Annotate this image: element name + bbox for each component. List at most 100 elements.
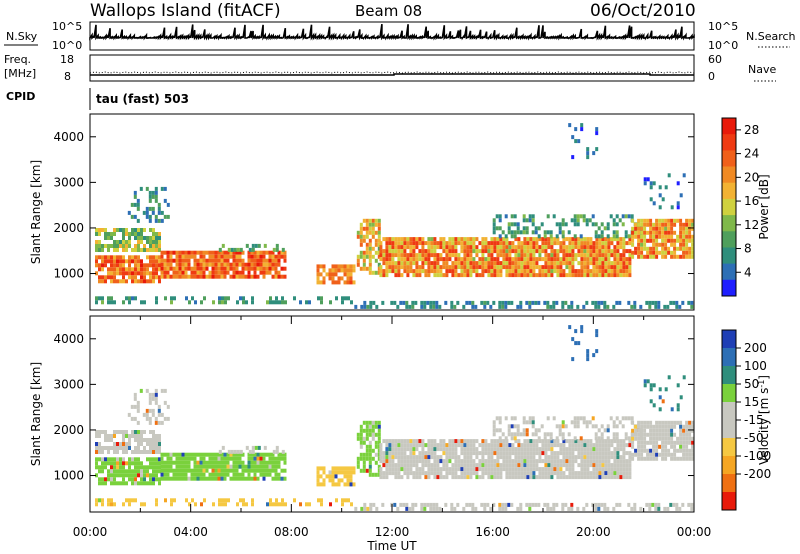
power-cell xyxy=(421,245,425,250)
velocity-cell xyxy=(654,502,658,507)
velocity-cell xyxy=(544,459,548,464)
velocity-cell xyxy=(657,506,661,511)
power-cell xyxy=(645,300,649,305)
power-cell xyxy=(658,226,662,231)
velocity-cell xyxy=(514,455,518,460)
power-cell xyxy=(609,214,613,219)
power-cell xyxy=(320,300,323,305)
power-cell xyxy=(149,244,152,248)
power-cell xyxy=(504,300,508,305)
power-cell xyxy=(499,249,503,254)
power-cell xyxy=(667,173,671,178)
velocity-cell xyxy=(649,383,653,388)
power-cell xyxy=(583,241,587,246)
power-cell xyxy=(244,266,248,271)
power-cell xyxy=(556,237,560,242)
power-cell xyxy=(661,197,665,202)
power-cell xyxy=(274,258,278,263)
power-cell xyxy=(341,300,344,305)
velocity-cell xyxy=(427,455,431,460)
power-cell xyxy=(154,190,158,195)
velocity-cell xyxy=(451,443,455,448)
power-cell xyxy=(95,255,98,260)
velocity-cell xyxy=(547,471,551,476)
power-cell xyxy=(493,249,497,254)
power-cell xyxy=(349,280,353,285)
velocity-cell xyxy=(343,470,347,475)
power-cell xyxy=(664,238,668,243)
power-cell xyxy=(544,253,548,258)
velocity-cell xyxy=(354,506,358,511)
velocity-cell xyxy=(359,424,363,429)
power-cell xyxy=(104,228,107,232)
velocity-cell xyxy=(223,476,227,481)
power-cell xyxy=(418,249,422,254)
power-cell xyxy=(676,205,680,210)
velocity-cell xyxy=(594,424,598,429)
power-cell xyxy=(615,234,619,239)
velocity-cell xyxy=(621,416,625,421)
power-cell xyxy=(604,253,608,258)
power-cell xyxy=(391,257,395,262)
velocity-cell xyxy=(676,456,680,461)
power-cell xyxy=(220,274,224,279)
power-cell xyxy=(341,296,344,301)
power-cell xyxy=(664,242,668,247)
velocity-cell xyxy=(466,447,470,452)
velocity-cell xyxy=(190,456,194,461)
power-cell xyxy=(98,296,101,301)
velocity-cell xyxy=(670,424,674,429)
power-cell xyxy=(457,253,461,258)
velocity-cell xyxy=(427,443,431,448)
velocity-cell xyxy=(113,442,116,446)
velocity-cell xyxy=(462,506,466,511)
velocity-cell xyxy=(152,442,155,446)
velocity-cell xyxy=(685,452,689,457)
power-cell xyxy=(256,250,260,255)
power-cell xyxy=(454,273,458,278)
power-cell xyxy=(454,237,458,242)
power-cell xyxy=(418,253,422,258)
velocity-cell xyxy=(585,420,589,425)
power-cell xyxy=(589,249,593,254)
power-cell xyxy=(502,241,506,246)
velocity-cell xyxy=(643,448,647,453)
power-cell xyxy=(661,218,665,223)
power-cell xyxy=(619,241,623,246)
power-cell xyxy=(670,230,674,235)
velocity-cell xyxy=(628,463,632,468)
velocity-cell xyxy=(134,446,137,450)
velocity-cell xyxy=(619,463,623,468)
velocity-cell xyxy=(110,434,113,438)
power-cell xyxy=(382,261,386,266)
velocity-cell xyxy=(451,475,455,480)
power-cell xyxy=(658,234,662,239)
power-cell xyxy=(196,258,200,263)
power-cell xyxy=(253,274,257,279)
velocity-cell xyxy=(631,436,635,441)
power-cell xyxy=(688,222,692,227)
velocity-colorbar-tick-label: 15 xyxy=(744,395,759,409)
velocity-cell xyxy=(199,464,203,469)
velocity-cell xyxy=(520,451,524,456)
velocity-cell xyxy=(436,475,440,480)
velocity-cell xyxy=(101,481,104,486)
velocity-cell xyxy=(145,412,149,417)
power-cell xyxy=(366,304,370,309)
velocity-cell xyxy=(616,451,620,456)
velocity-cell xyxy=(622,447,626,452)
power-cell xyxy=(337,264,341,269)
velocity-cell xyxy=(643,383,647,388)
power-cell xyxy=(391,245,395,250)
power-cell xyxy=(673,218,677,223)
velocity-cell xyxy=(241,472,245,477)
power-cell xyxy=(559,269,563,274)
velocity-cell xyxy=(612,432,616,437)
power-cell xyxy=(522,230,526,235)
power-cell xyxy=(466,241,470,246)
power-cell xyxy=(125,240,128,244)
power-cell xyxy=(688,250,692,255)
power-cell xyxy=(409,269,413,274)
velocity-cell xyxy=(688,440,692,445)
velocity-cell xyxy=(640,420,644,425)
